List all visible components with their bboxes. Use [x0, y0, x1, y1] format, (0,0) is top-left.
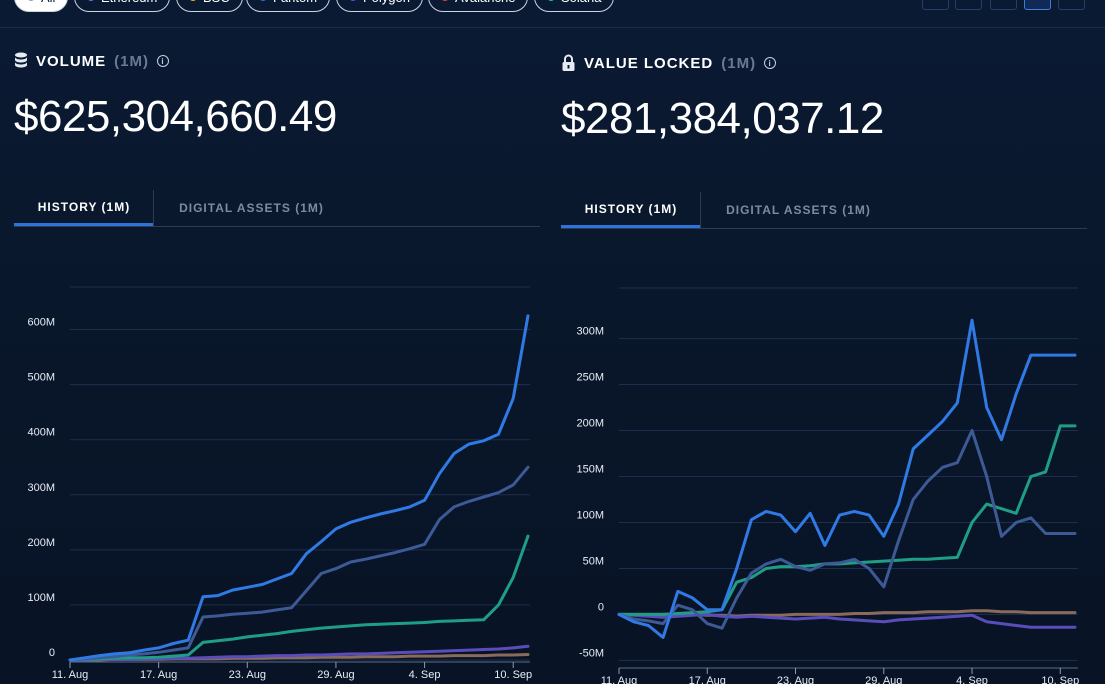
y-tick-label: 100M [576, 509, 604, 521]
chain-filter-polygon[interactable]: Polygon [336, 0, 423, 12]
y-tick-label: 200M [576, 418, 604, 430]
volume-tabs: HISTORY (1M) DIGITAL ASSETS (1M) [14, 190, 540, 227]
chain-dot-icon [349, 0, 357, 1]
chain-dot-icon [547, 0, 555, 1]
series-line [68, 465, 530, 662]
x-tick-label: 23. Aug [777, 675, 814, 684]
info-icon[interactable]: i [157, 55, 169, 67]
tvl-period: (1M) [721, 54, 757, 72]
series-line [617, 429, 1077, 630]
series-line [68, 534, 530, 662]
y-tick-label: 100M [27, 592, 55, 604]
chain-filter-label: BSC [203, 0, 230, 5]
y-tick-label: 600M [27, 317, 55, 329]
y-tick-label: 50M [583, 555, 604, 567]
chain-filter-avalanche[interactable]: Avalanche [428, 0, 529, 12]
tvl-label: VALUE LOCKED [584, 54, 714, 72]
tab-volume-history[interactable]: HISTORY (1M) [14, 190, 154, 226]
x-tick-label: 17. Aug [689, 675, 726, 684]
y-tick-label: 300M [576, 326, 604, 338]
volume-title: VOLUME (1M) i [14, 52, 169, 70]
series-line [68, 314, 530, 662]
y-tick-label: 300M [27, 482, 55, 494]
y-tick-label: 150M [576, 464, 604, 476]
x-tick-label: 4. Sep [409, 669, 441, 681]
x-tick-label: 17. Aug [140, 669, 177, 681]
tvl-tabs: HISTORY (1M) DIGITAL ASSETS (1M) [561, 192, 1087, 229]
x-tick-label: 11. Aug [52, 669, 89, 681]
y-tick-label: 400M [27, 427, 55, 439]
chain-dot-icon [87, 0, 95, 1]
tab-tvl-digital-assets[interactable]: DIGITAL ASSETS (1M) [700, 192, 896, 228]
tvl-value: $281,384,037.12 [561, 94, 884, 143]
divider [0, 27, 1105, 28]
chain-filter-label: All [41, 0, 55, 5]
lock-icon [562, 54, 575, 71]
x-tick-label: 29. Aug [317, 669, 354, 681]
tab-volume-digital-assets[interactable]: DIGITAL ASSETS (1M) [153, 190, 349, 226]
range-button-d[interactable]: D [955, 0, 982, 10]
y-tick-label: -50M [579, 647, 604, 659]
range-button-h[interactable]: H [922, 0, 949, 10]
y-tick-label: 500M [27, 372, 55, 384]
volume-period: (1M) [114, 52, 149, 70]
y-tick-label: 200M [27, 537, 55, 549]
y-tick-label: 0 [598, 601, 604, 613]
range-button-a[interactable]: A [1058, 0, 1085, 10]
chain-filter-label: Ethereum [101, 0, 157, 5]
chain-filter-fantom[interactable]: Fantom [246, 0, 331, 12]
series-line [617, 318, 1077, 639]
chain-dot-icon [189, 0, 197, 1]
chain-filter-bar: All Ethereum BSC Fantom Polygon Avalanche Sola… [0, 0, 1105, 14]
x-tick-label: 10. Sep [1041, 675, 1079, 684]
x-tick-label: 11. Aug [601, 675, 638, 684]
chain-filter-solana[interactable]: Solana [534, 0, 615, 12]
volume-value: $625,304,660.49 [14, 92, 337, 141]
chain-filter-label: Avalanche [455, 0, 515, 5]
chain-filter-bsc[interactable]: BSC [176, 0, 243, 12]
x-tick-label: 29. Aug [865, 675, 902, 684]
chain-dot-icon [27, 0, 35, 1]
x-tick-label: 4. Sep [956, 675, 988, 684]
chain-filter-ethereum[interactable]: Ethereum [74, 0, 171, 12]
tvl-title: VALUE LOCKED (1M) i [561, 54, 777, 72]
tvl-history-chart: -50M 0 50M 100M 150M 200M 250M 300M 11. Aug 17. A… [576, 287, 1079, 684]
x-tick-label: 10. Sep [494, 669, 532, 681]
chain-filter-label: Polygon [363, 0, 410, 5]
tab-tvl-history[interactable]: HISTORY (1M) [561, 192, 701, 228]
y-tick-label: 0 [49, 647, 55, 659]
info-icon[interactable]: i [764, 57, 777, 69]
y-tick-label: 250M [576, 372, 604, 384]
chain-dot-icon [259, 0, 267, 1]
volume-label: VOLUME [36, 52, 107, 70]
chain-dot-icon [441, 0, 449, 1]
range-button-w[interactable]: W [990, 0, 1017, 10]
series-line [617, 424, 1077, 616]
chain-filter-label: Fantom [273, 0, 317, 5]
chain-filter-label: Solana [561, 0, 601, 5]
chain-filter-all[interactable]: All [14, 0, 69, 12]
volume-history-chart: 0 100M 200M 300M 400M 500M 600M 11. Aug 17. Aug 2… [27, 286, 532, 681]
series-line [617, 612, 1077, 629]
x-tick-label: 23. Aug [229, 669, 266, 681]
range-button-m[interactable]: M [1024, 0, 1051, 10]
database-icon [15, 52, 27, 68]
